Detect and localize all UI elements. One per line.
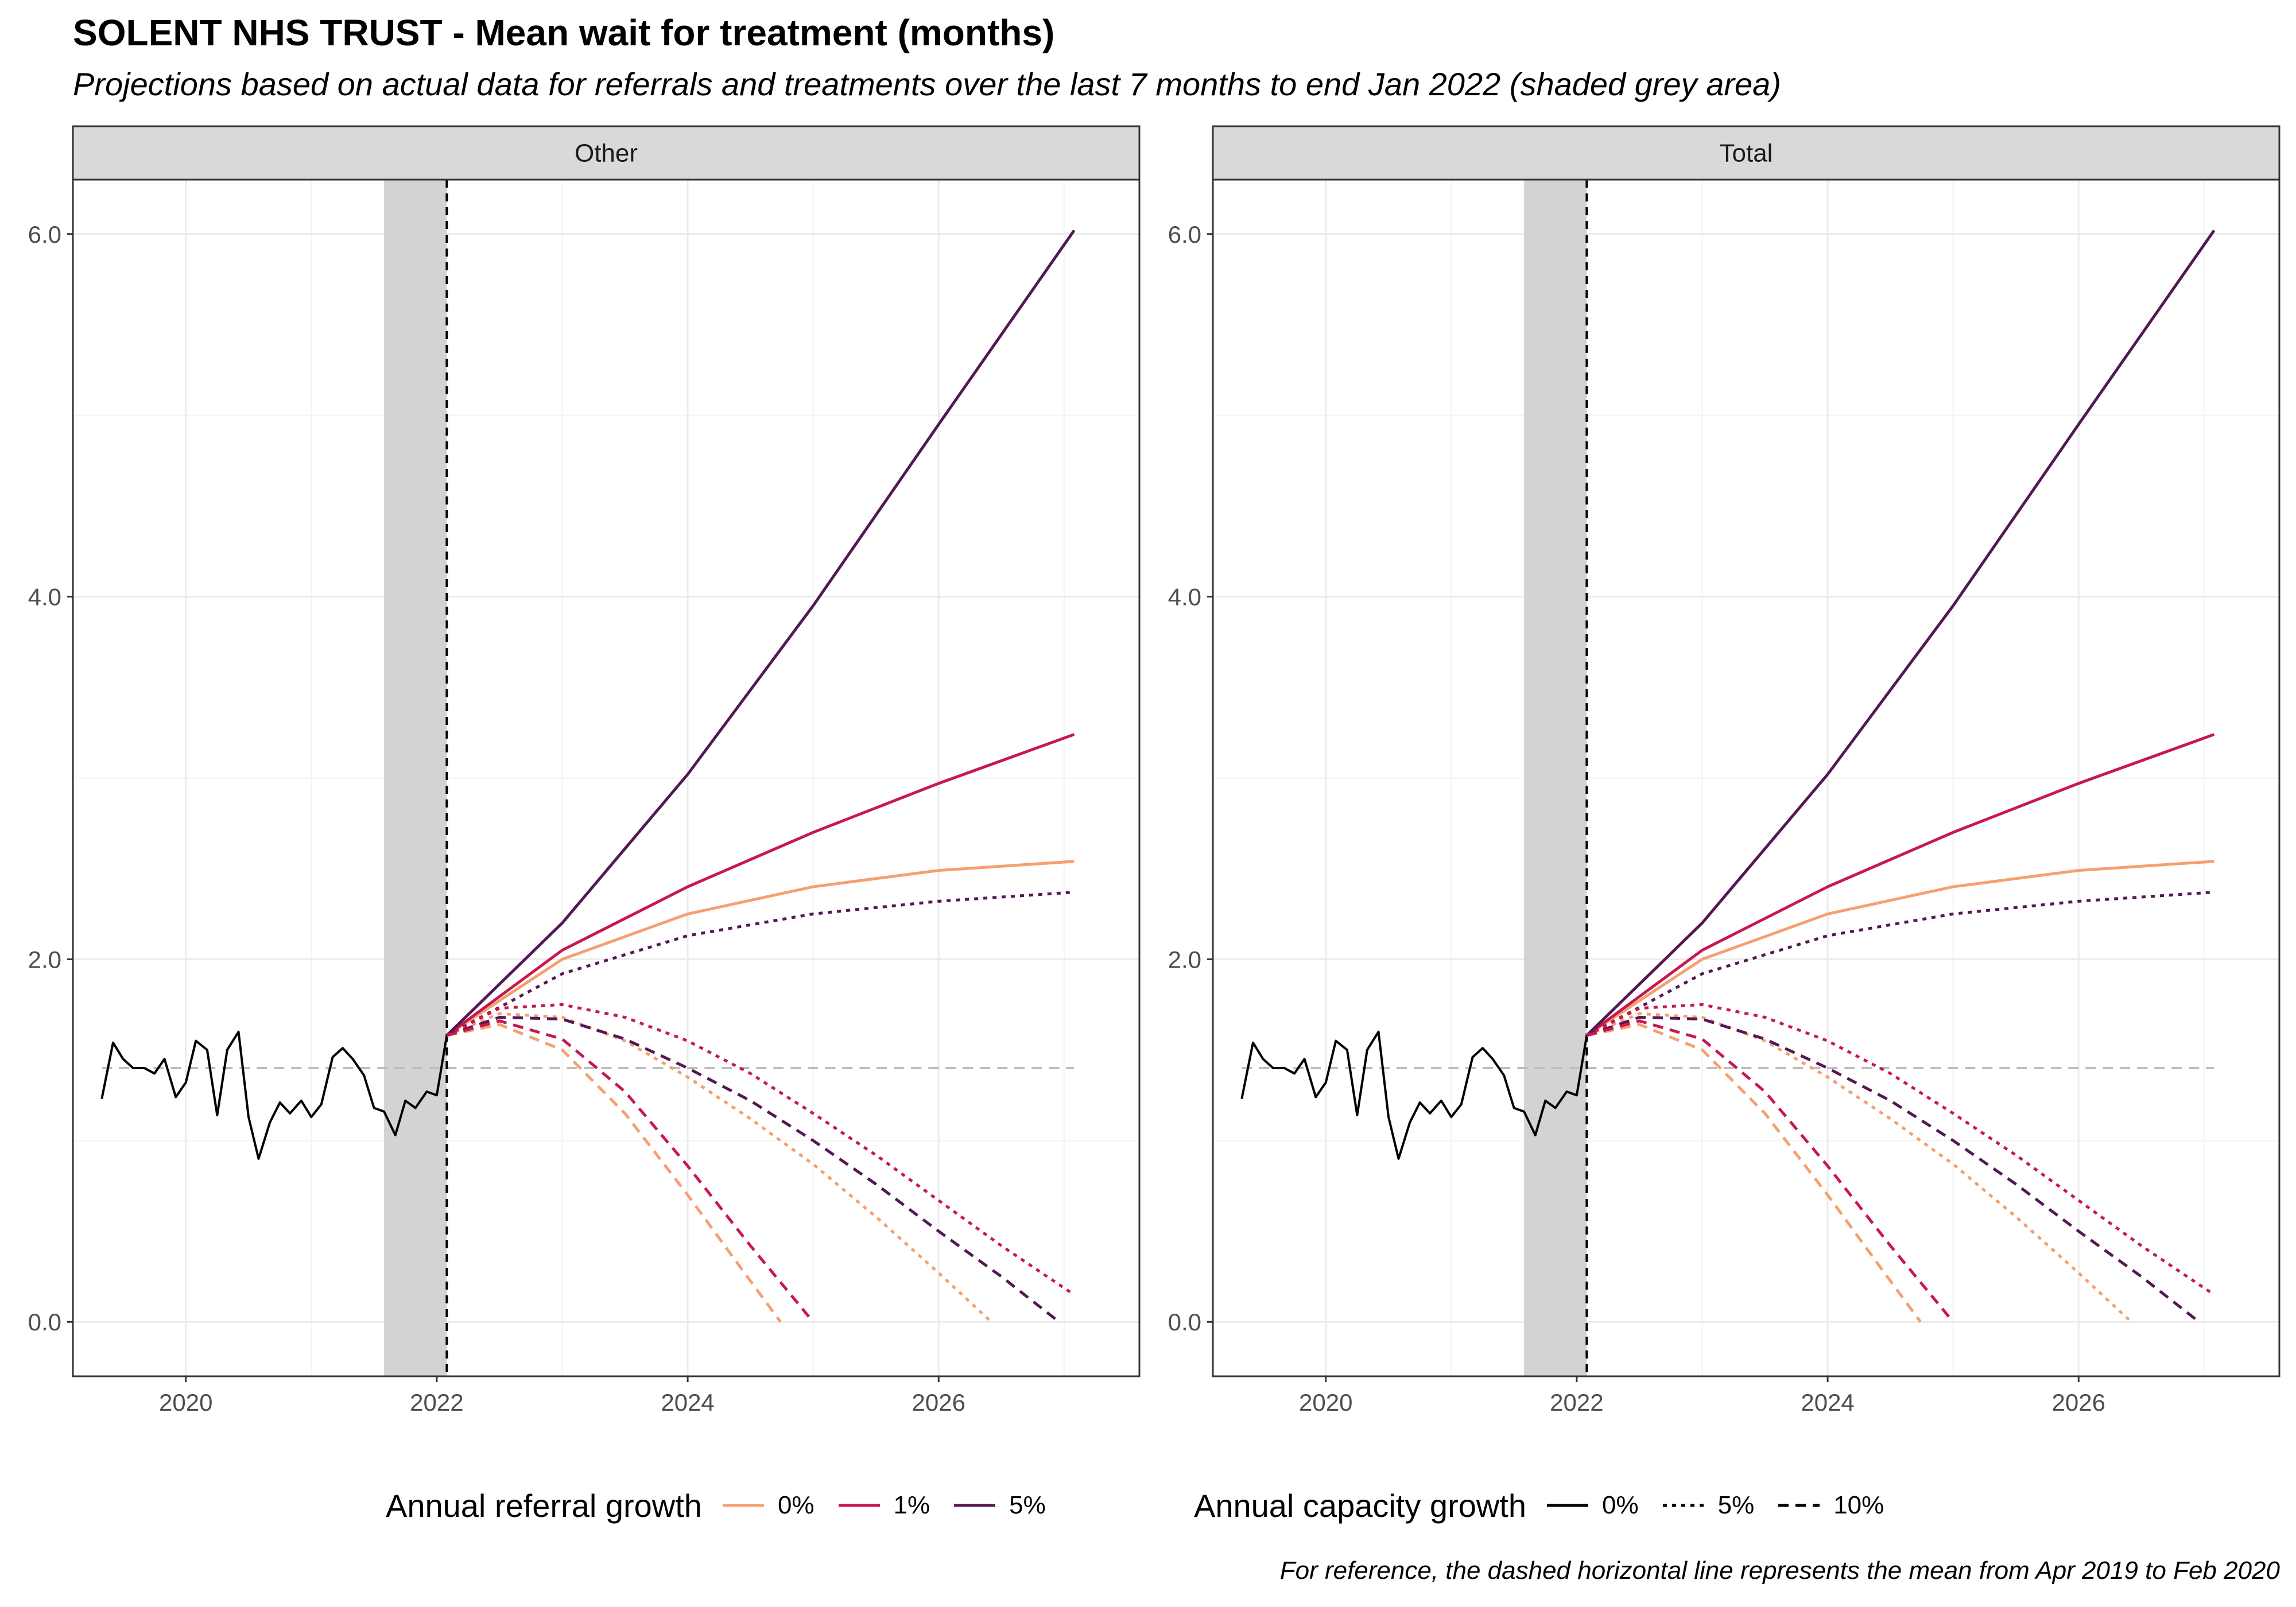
actual-series-line (100, 1030, 448, 1160)
projection-line-ref1-cap0 (1585, 733, 2215, 1037)
legend-label-capacity-5: 5% (1717, 1491, 1755, 1519)
legend-swatch-referral-0 (722, 1504, 764, 1507)
projection-line-ref0-cap0 (1586, 860, 2214, 1037)
projection-line-ref1-cap10 (446, 1019, 815, 1323)
projection-line-ref0-cap0 (446, 860, 1075, 1037)
referral-growth-legend: Annual referral growth 0% 1% 5% (386, 1480, 1069, 1531)
projection-line-ref5-cap0 (1585, 230, 2216, 1037)
projection-line-ref0-cap10 (1586, 1023, 1922, 1323)
facet-strip (72, 125, 1141, 181)
x-tick-label: 2024 (1801, 1389, 1854, 1416)
legend-label-capacity-10: 10% (1833, 1491, 1884, 1519)
projection-line-ref5-cap0 (445, 230, 1076, 1037)
referral-legend-title: Annual referral growth (386, 1487, 702, 1524)
capacity-growth-legend: Annual capacity growth 0% 5% 10% (1194, 1480, 1907, 1531)
panel-total: Total 2020 2022 2024 2026 0.0 2.0 4.0 6.0 (1168, 125, 2281, 1416)
legend-label-referral-0: 0% (777, 1491, 815, 1519)
projection-line-ref1-cap10 (1586, 1019, 1954, 1323)
legend-swatch-capacity-5 (1662, 1504, 1704, 1507)
chart-caption: For reference, the dashed horizontal lin… (1279, 1556, 2280, 1585)
capacity-legend-title: Annual capacity growth (1194, 1487, 1527, 1524)
legend-swatch-referral-1 (838, 1504, 880, 1507)
projection-line-ref0-cap5 (1586, 1012, 2132, 1323)
x-tick-label: 2020 (159, 1389, 212, 1416)
legend-label-capacity-0: 0% (1602, 1491, 1639, 1519)
projection-line-ref0-cap5 (446, 1012, 992, 1323)
shaded-grey-area (1524, 180, 1587, 1376)
facet-strip (1212, 125, 2281, 181)
legend-swatch-referral-5 (954, 1504, 996, 1507)
legend-item-capacity-0: 0% (1546, 1491, 1639, 1520)
x-tick-label: 2020 (1299, 1389, 1352, 1416)
legend-item-referral-5: 5% (953, 1491, 1046, 1520)
x-tick-label: 2026 (2052, 1389, 2105, 1416)
y-tick-label: 2.0 (28, 946, 61, 973)
x-tick-label: 2022 (1550, 1389, 1603, 1416)
y-tick-label: 4.0 (28, 584, 61, 611)
faceted-line-chart: Other 2020 2022 2024 2026 0.0 2.0 4.0 6.0 Total 20… (28, 125, 2281, 1416)
y-tick-label: 6.0 (28, 221, 61, 248)
actual-series-line (1240, 1030, 1588, 1160)
facet-strip-label: Total (1720, 139, 1773, 168)
legend-item-referral-1: 1% (837, 1491, 930, 1520)
x-tick-label: 2026 (912, 1389, 965, 1416)
legend-item-capacity-5: 5% (1662, 1491, 1755, 1520)
y-tick-label: 2.0 (1168, 946, 1201, 973)
chart-subtitle: Projections based on actual data for ref… (73, 66, 1781, 102)
legend-swatch-capacity-10 (1778, 1504, 1820, 1507)
y-tick-label: 6.0 (1168, 221, 1201, 248)
legend-item-capacity-10: 10% (1777, 1491, 1884, 1520)
y-tick-label: 0.0 (28, 1309, 61, 1336)
shaded-grey-area (384, 180, 447, 1376)
legend-label-referral-1: 1% (893, 1491, 930, 1519)
projection-line-ref0-cap10 (446, 1023, 782, 1323)
legend-swatch-capacity-0 (1547, 1504, 1589, 1507)
y-tick-label: 0.0 (1168, 1309, 1201, 1336)
chart-title: SOLENT NHS TRUST - Mean wait for treatme… (73, 12, 1055, 53)
legend-item-referral-0: 0% (722, 1491, 815, 1520)
y-tick-label: 4.0 (1168, 584, 1201, 611)
facet-strip-label: Other (575, 139, 638, 168)
projection-line-ref1-cap0 (445, 733, 1075, 1037)
legend-label-referral-5: 5% (1009, 1491, 1046, 1519)
projection-line-ref1-cap5 (1586, 1003, 2215, 1296)
projection-line-ref1-cap5 (446, 1003, 1075, 1296)
x-tick-label: 2022 (410, 1389, 463, 1416)
x-tick-label: 2024 (661, 1389, 714, 1416)
panel-other: Other 2020 2022 2024 2026 0.0 2.0 4.0 6.0 (28, 125, 1141, 1416)
